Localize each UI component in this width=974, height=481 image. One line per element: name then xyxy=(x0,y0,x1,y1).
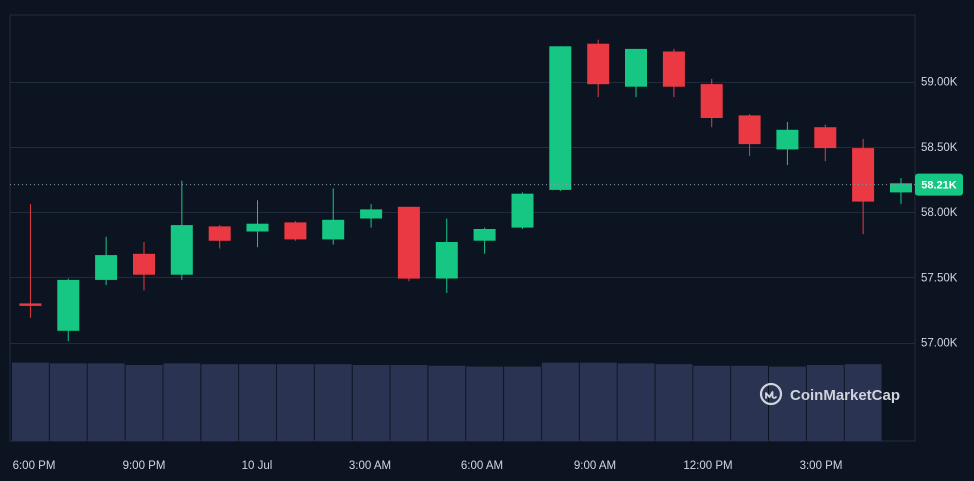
candle[interactable] xyxy=(19,204,42,318)
y-tick-label: 57.50K xyxy=(921,272,958,284)
candle-body xyxy=(776,129,799,150)
candle-body xyxy=(435,242,458,279)
coinmarketcap-watermark: CoinMarketCap xyxy=(759,382,900,406)
x-tick-label: 9:00 PM xyxy=(123,460,166,472)
volume-bar xyxy=(428,365,466,441)
candle[interactable] xyxy=(246,200,269,248)
candle-body xyxy=(133,253,155,275)
candle-body xyxy=(511,193,534,228)
candle-body xyxy=(625,48,647,87)
candle-body xyxy=(397,206,420,279)
volume-bar xyxy=(693,365,731,441)
candle-body xyxy=(473,229,496,241)
volume-bar xyxy=(163,363,201,441)
candle[interactable] xyxy=(776,121,799,166)
candle-body xyxy=(662,51,685,87)
candle[interactable] xyxy=(587,39,610,98)
candle[interactable] xyxy=(435,218,458,293)
candle-body xyxy=(890,183,912,193)
candle[interactable] xyxy=(170,180,193,280)
candle-body xyxy=(549,46,572,190)
candle-body xyxy=(57,279,80,331)
x-tick-label: 6:00 PM xyxy=(13,460,56,472)
y-tick-label: 57.00K xyxy=(921,338,958,350)
volume-bar xyxy=(844,364,882,441)
volume-bar xyxy=(125,365,163,441)
candle-body xyxy=(322,219,345,240)
candle-body xyxy=(19,303,42,306)
volume-bar xyxy=(352,365,390,441)
volume-bar xyxy=(579,362,617,441)
volume-bar xyxy=(504,366,541,441)
coinmarketcap-wordmark: CoinMarketCap xyxy=(790,387,900,404)
coinmarketcap-logo-icon xyxy=(759,382,783,406)
x-tick-label: 9:00 AM xyxy=(574,460,616,472)
candles[interactable] xyxy=(19,39,912,342)
volume-bar xyxy=(541,362,579,441)
candle-body xyxy=(246,223,269,232)
candle[interactable] xyxy=(284,221,307,241)
y-tick-label: 58.00K xyxy=(921,207,958,219)
candle[interactable] xyxy=(397,206,420,282)
candle-body xyxy=(852,148,875,202)
candle[interactable] xyxy=(890,178,912,205)
candle-body xyxy=(284,222,307,240)
candle-body xyxy=(170,225,193,275)
candle[interactable] xyxy=(852,138,875,235)
candle[interactable] xyxy=(360,204,383,228)
candle[interactable] xyxy=(473,227,496,254)
candle[interactable] xyxy=(322,188,345,245)
candle[interactable] xyxy=(208,225,231,249)
candle-body xyxy=(700,84,723,118)
candle-body xyxy=(738,115,761,145)
volume-bar xyxy=(731,365,768,441)
volume-bar xyxy=(276,364,314,441)
x-tick-label: 3:00 AM xyxy=(349,460,391,472)
candle[interactable] xyxy=(95,236,118,286)
y-tick-label: 58.50K xyxy=(921,142,958,154)
current-price-badge-bg xyxy=(915,173,963,196)
candle-body xyxy=(360,209,383,219)
volume-bar xyxy=(390,365,428,441)
current-price-badge: 58.21K xyxy=(915,173,963,196)
volume-bar xyxy=(87,363,125,441)
candle[interactable] xyxy=(57,278,80,342)
volume-bar xyxy=(655,364,693,441)
volume-bar xyxy=(617,363,655,441)
volume-bars xyxy=(12,362,882,441)
x-tick-label: 10 Jul xyxy=(242,460,273,472)
volume-bar xyxy=(806,365,844,441)
candle[interactable] xyxy=(625,48,647,98)
candle[interactable] xyxy=(700,78,723,128)
x-tick-label: 3:00 PM xyxy=(800,460,843,472)
volume-bar xyxy=(466,366,504,441)
volume-bar xyxy=(314,364,352,441)
x-tick-label: 12:00 PM xyxy=(683,460,732,472)
y-axis-tick-labels: 57.00K 57.50K 58.00K 58.50K 59.00K xyxy=(921,77,958,350)
candle[interactable] xyxy=(511,192,534,229)
volume-bar xyxy=(49,363,87,441)
volume-bar xyxy=(12,362,49,441)
candle-body xyxy=(95,255,118,280)
candle-body xyxy=(587,43,610,85)
grid-lines xyxy=(10,82,915,344)
candle[interactable] xyxy=(133,242,155,291)
volume-bar xyxy=(239,364,276,441)
candle[interactable] xyxy=(549,46,572,192)
volume-bar xyxy=(201,364,239,441)
candle-body xyxy=(814,127,837,149)
candle-body xyxy=(208,226,231,241)
current-price-label: 58.21K xyxy=(921,180,957,192)
candle[interactable] xyxy=(662,48,685,98)
x-tick-label: 6:00 AM xyxy=(461,460,503,472)
y-tick-label: 59.00K xyxy=(921,77,958,89)
x-axis-tick-labels: 6:00 PM 9:00 PM 10 Jul 3:00 AM 6:00 AM 9:00 A… xyxy=(13,460,843,472)
candle[interactable] xyxy=(814,124,837,162)
candle[interactable] xyxy=(738,114,761,156)
